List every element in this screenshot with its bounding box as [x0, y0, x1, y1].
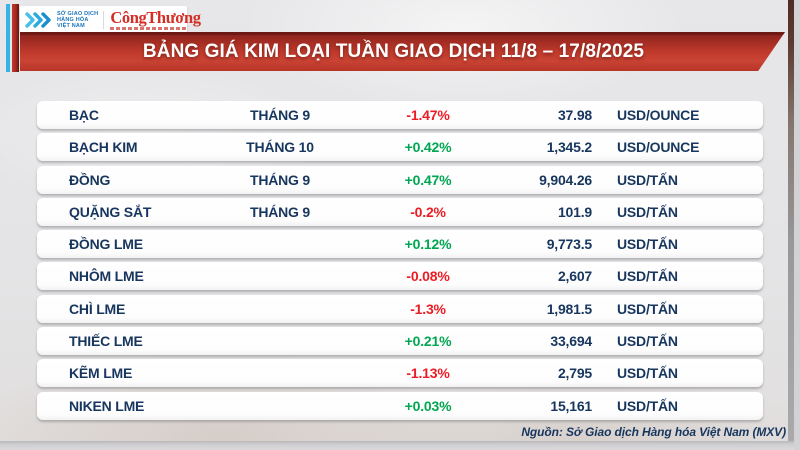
logo-card: SỞ GIAO DỊCH HÀNG HÓA VIỆT NAM CôngThươn… — [20, 6, 201, 33]
price-value: 1,981.5 — [546, 300, 593, 317]
price-value: 1,345.2 — [546, 139, 593, 156]
weekly-change: +0.42% — [404, 139, 452, 156]
weekly-change: -0.2% — [410, 203, 446, 220]
price-unit: USD/TẤN — [617, 203, 678, 220]
mxv-logo-line: SỞ GIAO DỊCH — [57, 10, 99, 17]
price-unit: USD/TẤN — [617, 397, 678, 414]
table-row: KẼM LME -1.13% 2,795 USD/TẤN — [37, 359, 763, 388]
price-value: 33,694 — [550, 333, 592, 350]
commodity-name: BẠC — [69, 107, 99, 123]
commodity-name: THIẾC LME — [69, 333, 143, 350]
weekly-change: -1.3% — [410, 300, 446, 317]
price-unit: USD/OUNCE — [617, 139, 700, 156]
weekly-change: +0.47% — [404, 171, 452, 188]
table-row: BẠCH KIM THÁNG 10 +0.42% 1,345.2 USD/OUN… — [37, 133, 763, 162]
weekly-change: +0.21% — [404, 333, 452, 350]
weekly-change: -1.47% — [406, 107, 450, 123]
mxv-logo-text: SỞ GIAO DỊCH HÀNG HÓA VIỆT NAM — [57, 11, 98, 29]
table-row: CHÌ LME -1.3% 1,981.5 USD/TẤN — [37, 294, 763, 323]
commodity-name: CHÌ LME — [69, 300, 126, 317]
congthuong-wordmark: CôngThương — [110, 7, 201, 27]
price-unit: USD/OUNCE — [617, 107, 700, 123]
bottom-edge-shadow — [0, 441, 794, 450]
commodity-name: ĐỒNG LME — [69, 236, 143, 253]
weekly-change: +0.03% — [404, 397, 452, 414]
price-table: BẠC THÁNG 9 -1.47% 37.98 USD/OUNCE BẠCH … — [37, 101, 763, 424]
table-row: NIKEN LME +0.03% 15,161 USD/TẤN — [37, 391, 763, 420]
table-row: QUẶNG SẮT THÁNG 9 -0.2% 101.9 USD/TẤN — [37, 197, 763, 226]
price-unit: USD/TẤN — [617, 300, 678, 317]
price-value: 9,904.26 — [539, 171, 592, 188]
commodity-name: BẠCH KIM — [69, 139, 138, 156]
commodity-name: NHÔM LME — [69, 268, 144, 285]
price-value: 101.9 — [557, 203, 592, 220]
price-unit: USD/TẤN — [617, 365, 678, 382]
price-unit: USD/TẤN — [617, 236, 678, 253]
commodity-name: KẼM LME — [69, 365, 133, 382]
price-unit: USD/TẤN — [617, 171, 678, 188]
table-row: THIẾC LME +0.21% 33,694 USD/TẤN — [37, 327, 763, 356]
price-value: 9,773.5 — [546, 236, 593, 253]
congthuong-logo: CôngThương — [104, 7, 201, 30]
mxv-logo-line: VIỆT NAM — [57, 22, 85, 29]
source-credit: Nguồn: Sở Giao dịch Hàng hóa Việt Nam (M… — [521, 425, 786, 439]
commodity-name: QUẶNG SẮT — [69, 203, 152, 220]
price-value: 2,607 — [557, 268, 592, 285]
contract-month: THÁNG 9 — [249, 107, 311, 123]
weekly-change: +0.12% — [404, 236, 452, 253]
weekly-change: -1.13% — [406, 365, 450, 382]
table-row: ĐỒNG THÁNG 9 +0.47% 9,904.26 USD/TẤN — [37, 165, 763, 194]
weekly-change: -0.08% — [406, 268, 450, 285]
contract-month: THÁNG 9 — [249, 203, 311, 220]
mxv-logo: SỞ GIAO DỊCH HÀNG HÓA VIỆT NAM — [24, 10, 105, 29]
commodity-name: ĐỒNG — [69, 171, 111, 188]
table-row: BẠC THÁNG 9 -1.47% 37.98 USD/OUNCE — [37, 101, 763, 129]
mxv-logo-line: HÀNG HÓA — [57, 16, 89, 23]
table-row: NHÔM LME -0.08% 2,607 USD/TẤN — [37, 262, 763, 291]
commodity-name: NIKEN LME — [69, 397, 145, 414]
contract-month: THÁNG 9 — [249, 171, 311, 188]
price-value: 2,795 — [557, 365, 592, 382]
contract-month: THÁNG 10 — [246, 139, 314, 156]
title-banner: BẢNG GIÁ KIM LOẠI TUẦN GIAO DỊCH 11/8 – … — [20, 32, 785, 71]
left-accent-stripe-red — [12, 4, 19, 72]
mxv-chevron-icon — [25, 11, 51, 28]
congthuong-tagline-bar — [110, 26, 189, 30]
right-edge-backdrop — [794, 0, 800, 450]
right-edge-shadow — [788, 0, 794, 443]
page-title: BẢNG GIÁ KIM LOẠI TUẦN GIAO DỊCH 11/8 – … — [142, 40, 645, 62]
table-row: ĐỒNG LME +0.12% 9,773.5 USD/TẤN — [37, 230, 763, 259]
price-value: 15,161 — [550, 397, 592, 414]
price-unit: USD/TẤN — [617, 268, 678, 285]
price-unit: USD/TẤN — [617, 333, 678, 350]
left-accent-stripe-cyan — [6, 4, 10, 72]
price-value: 37.98 — [557, 107, 592, 123]
